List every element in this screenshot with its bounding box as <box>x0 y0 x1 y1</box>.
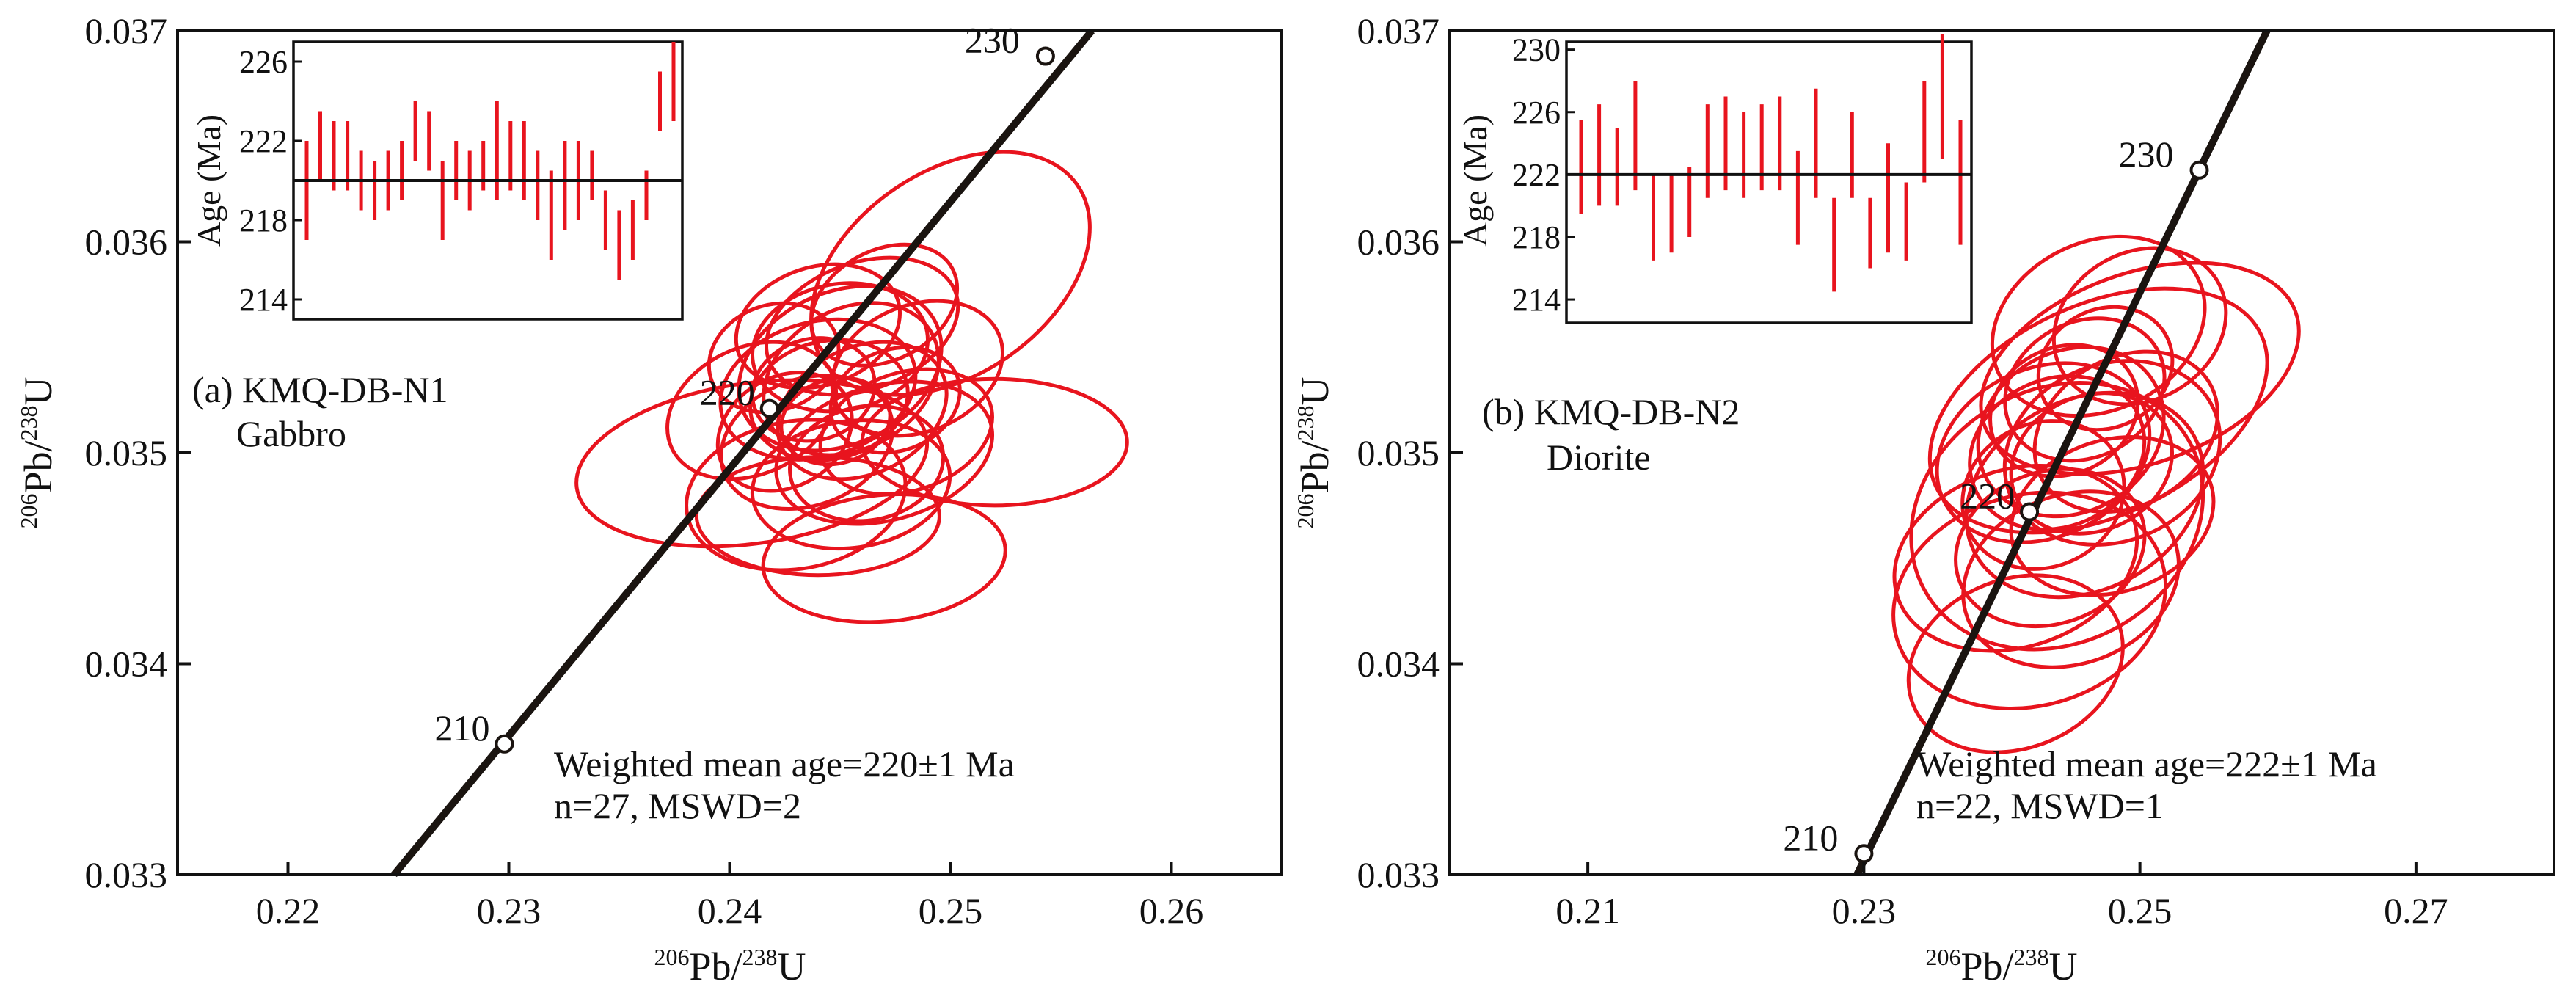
b-y-tick-label: 0.035 <box>1357 432 1440 473</box>
b-ellipse <box>1976 345 2166 519</box>
a-ellipse <box>860 376 1129 508</box>
a-x-tick-label: 0.25 <box>919 890 983 931</box>
b-x-axis-title: 206Pb/238U <box>1925 944 2077 988</box>
b-inset-y-ticks: 214 218 222 226 230 <box>1512 32 1575 318</box>
a-ellipse <box>751 336 877 443</box>
a-ellipse <box>828 345 962 455</box>
a-inset-y-label: Age (Ma) <box>190 114 227 247</box>
a-x-tick-label: 0.26 <box>1139 890 1204 931</box>
a-inset-y-tick-label: 218 <box>239 203 288 238</box>
a-rock-type: Gabbro <box>236 413 346 454</box>
a-n-mswd: n=27, MSWD=2 <box>554 785 801 826</box>
a-x-axis-title: 206Pb/238U <box>654 944 806 988</box>
a-y-tick-label: 0.037 <box>85 10 168 51</box>
b-ellipse <box>1892 463 2139 653</box>
a-ellipse <box>809 242 960 368</box>
a-plot-frame <box>176 29 1283 876</box>
b-concordia-points: 210 220 230 <box>1783 134 2209 864</box>
b-plot-frame <box>1448 29 2555 876</box>
a-inset-y-tick-label: 226 <box>239 44 288 80</box>
a-y-axis-title: 206Pb/238U <box>15 376 60 528</box>
a-weighted-mean: Weighted mean age=220±1 Ma <box>554 743 1015 784</box>
b-inset-y-label: Age (Ma) <box>1456 114 1494 247</box>
b-y-tick-label: 0.037 <box>1357 10 1440 51</box>
b-rock-type: Diorite <box>1547 437 1651 478</box>
a-x-ticks: 0.22 0.23 0.24 0.25 0.26 <box>256 862 1204 931</box>
a-x-tick-label: 0.24 <box>698 890 762 931</box>
a-y-tick-label: 0.036 <box>85 222 168 263</box>
a-x-tick-label: 0.22 <box>256 890 321 931</box>
b-x-tick-label: 0.27 <box>2384 890 2448 931</box>
a-sample-label: (a) KMQ-DB-N1 <box>192 369 448 410</box>
b-ellipse <box>2036 305 2175 432</box>
a-inset-y-tick-label: 222 <box>239 123 288 159</box>
b-y-tick-label: 0.033 <box>1357 854 1440 895</box>
a-concordia-point-230 <box>1035 46 1055 66</box>
b-ellipse-group <box>1891 234 2301 754</box>
b-concordia-point-220 <box>2020 502 2040 522</box>
b-inset-y-tick-label: 222 <box>1512 157 1561 193</box>
a-ellipse <box>734 262 902 390</box>
b-y-tick-label: 0.036 <box>1357 222 1440 263</box>
b-inset-frame <box>1565 40 1973 324</box>
b-x-tick-label: 0.21 <box>1555 890 1620 931</box>
a-ellipse <box>750 418 952 551</box>
a-y-tick-label: 0.034 <box>85 644 168 685</box>
a-ellipse <box>830 299 1005 438</box>
a-concordia-label-230: 230 <box>965 20 1020 61</box>
a-concordia-point-220 <box>759 398 779 418</box>
a-concordia-points: 210 220 230 <box>435 20 1055 754</box>
a-y-tick-label: 0.035 <box>85 432 168 473</box>
b-x-tick-label: 0.23 <box>1832 890 1897 931</box>
b-n-mswd: n=22, MSWD=1 <box>1916 785 2164 826</box>
a-concordia-point-210 <box>495 734 514 754</box>
b-x-ticks: 0.21 0.23 0.25 0.27 <box>1555 862 2448 931</box>
b-ellipse <box>1954 467 2147 629</box>
b-ellipse <box>2009 391 2175 536</box>
b-ellipse <box>2032 349 2219 514</box>
a-concordia-line <box>391 28 1095 878</box>
a-ellipse <box>715 371 854 493</box>
a-ellipse-group <box>574 150 1129 624</box>
b-ellipse <box>1990 234 2207 418</box>
b-inset-y-tick-label: 214 <box>1512 282 1561 318</box>
b-y-ticks: 0.033 0.034 0.035 0.036 0.037 <box>1357 10 1463 895</box>
a-ellipse <box>694 455 941 578</box>
a-concordia-label-210: 210 <box>435 707 490 748</box>
b-concordia-label-210: 210 <box>1783 817 1838 858</box>
a-concordia-label-220: 220 <box>700 372 755 413</box>
b-concordia-label-230: 230 <box>2119 134 2174 175</box>
b-sample-label: (b) KMQ-DB-N2 <box>1482 391 1740 432</box>
a-inset-chart: 214 218 222 226 Age (Ma) <box>190 40 684 321</box>
a-inset-y-tick-label: 214 <box>239 282 288 318</box>
a-ellipse <box>737 284 944 453</box>
b-y-tick-label: 0.034 <box>1357 644 1440 685</box>
b-inset-y-tick-label: 218 <box>1512 219 1561 255</box>
b-concordia-point-210 <box>1854 844 1874 864</box>
b-ellipse <box>1906 573 2125 754</box>
b-x-tick-label: 0.25 <box>2108 890 2172 931</box>
b-concordia-label-220: 220 <box>1960 476 2015 517</box>
a-x-tick-label: 0.23 <box>477 890 541 931</box>
b-ellipse <box>2051 246 2228 407</box>
b-concordia-point-230 <box>2189 160 2209 180</box>
b-inset-y-tick-label: 230 <box>1512 32 1561 68</box>
b-inset-chart: 214 218 222 226 230 Age (Ma) <box>1456 32 1973 324</box>
b-weighted-mean: Weighted mean age=222±1 Ma <box>1916 743 2377 784</box>
a-y-ticks: 0.033 0.034 0.035 0.036 0.037 <box>85 10 191 895</box>
a-y-tick-label: 0.033 <box>85 854 168 895</box>
b-y-axis-title: 206Pb/238U <box>1292 376 1337 528</box>
b-ellipse <box>1960 419 2126 571</box>
b-ellipse <box>1988 343 2140 478</box>
a-ellipse <box>779 376 892 467</box>
b-inset-y-tick-label: 226 <box>1512 95 1561 131</box>
a-inset-y-ticks: 214 218 222 226 <box>239 44 302 318</box>
